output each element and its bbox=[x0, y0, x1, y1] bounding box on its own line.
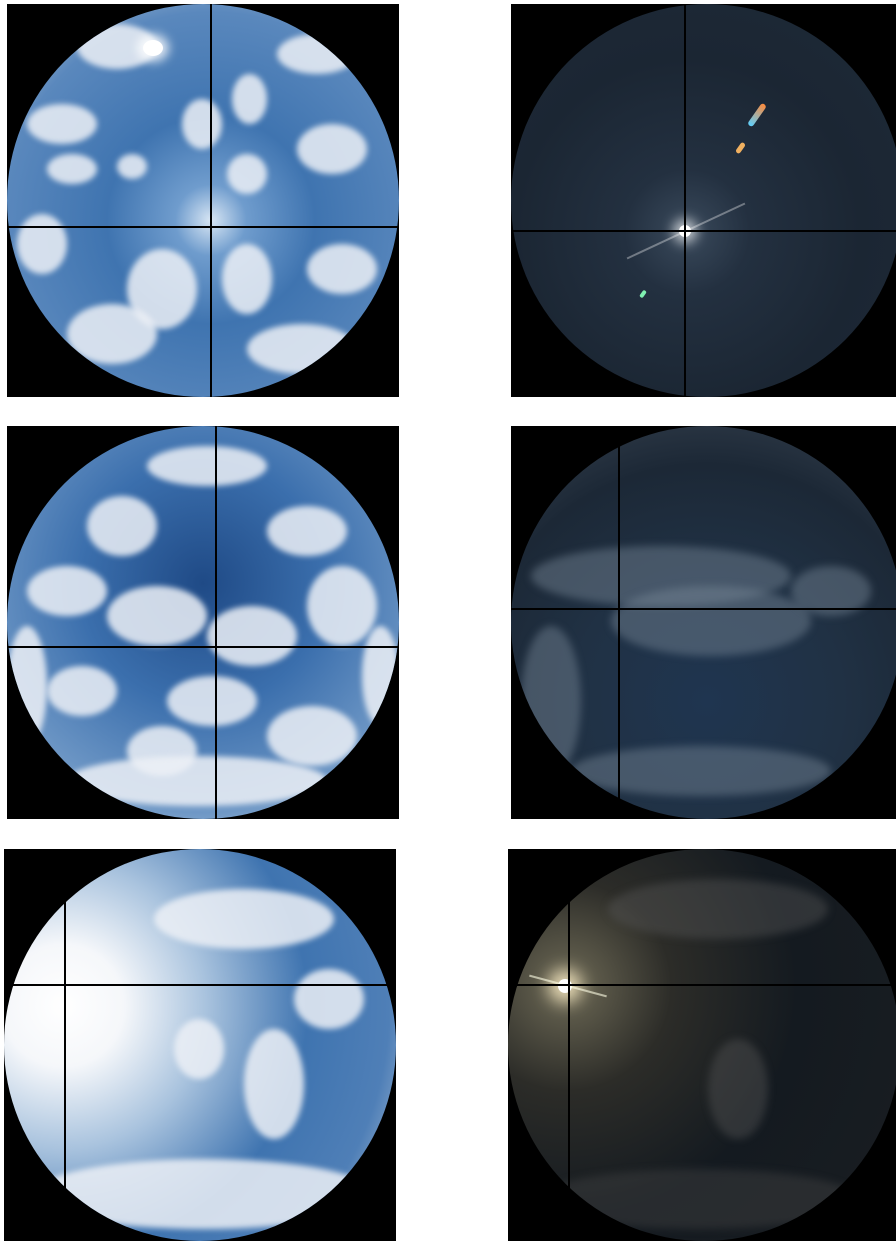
crosshair-horizontal bbox=[508, 984, 896, 986]
crosshair-horizontal bbox=[511, 608, 896, 610]
flare-icon bbox=[639, 289, 647, 299]
fisheye-disc bbox=[7, 426, 399, 819]
fisheye-disc bbox=[4, 849, 396, 1241]
crosshair-horizontal bbox=[7, 226, 399, 228]
crosshair-vertical bbox=[215, 426, 217, 819]
sky-image-r1c1 bbox=[7, 4, 399, 397]
flare-icon bbox=[735, 141, 746, 155]
sky-image-r1c2 bbox=[511, 4, 896, 397]
sun-icon bbox=[143, 40, 163, 56]
fisheye-disc bbox=[511, 4, 896, 397]
crosshair-horizontal bbox=[7, 646, 399, 648]
fisheye-disc bbox=[508, 849, 896, 1241]
crosshair-horizontal bbox=[4, 984, 396, 986]
crosshair-vertical bbox=[210, 4, 212, 397]
sky-image-r3c1 bbox=[4, 849, 396, 1241]
flare-icon bbox=[747, 102, 767, 128]
crosshair-vertical bbox=[684, 4, 686, 397]
crosshair-vertical bbox=[64, 901, 66, 1191]
sky-image-r3c2 bbox=[508, 849, 896, 1241]
fisheye-disc bbox=[7, 4, 399, 397]
sky-image-r2c2 bbox=[511, 426, 896, 819]
crosshair-vertical bbox=[568, 901, 570, 1191]
crosshair-horizontal bbox=[511, 230, 896, 232]
sky-image-r2c1 bbox=[7, 426, 399, 819]
crosshair-vertical bbox=[618, 446, 620, 799]
fisheye-disc bbox=[511, 426, 896, 819]
